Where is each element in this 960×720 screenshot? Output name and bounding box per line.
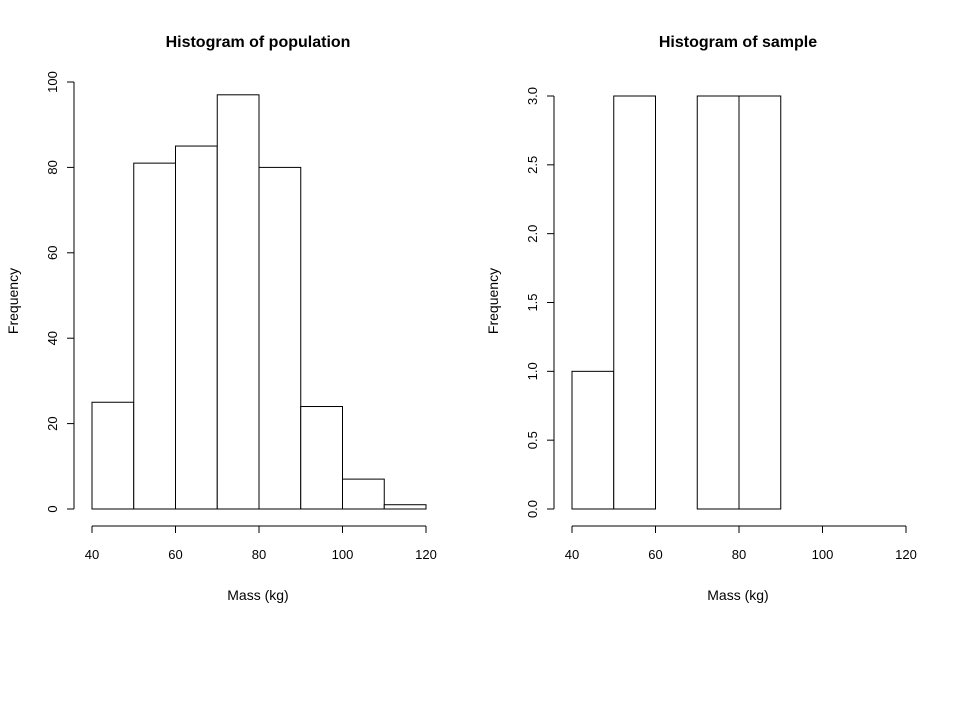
sample-y-tick-label-1: 0.5 [525,431,540,449]
sample-x-tick-label-60: 60 [648,547,662,562]
sample-x-tick-label-100: 100 [812,547,834,562]
population-y-axis-label: Frequency [5,268,21,334]
population-y-tick-label-1: 20 [45,416,60,430]
population-x-axis: 40 60 80 100 120 [85,525,437,562]
sample-bar-40-50 [571,370,615,510]
population-bar-60-70 [175,145,218,510]
population-x-tick-label-80: 80 [252,547,266,562]
population-bars [91,94,427,510]
population-bar-40-50 [91,401,135,510]
sample-bar-80-90 [738,95,782,510]
population-bar-50-60 [133,162,176,510]
population-x-axis-label: Mass (kg) [227,587,288,603]
population-y-tick-label-0: 0 [45,505,60,512]
sample-x-axis: 40 60 80 100 120 [565,525,917,562]
sample-y-tick-label-4: 2.0 [525,225,540,243]
sample-bar-70-80 [696,95,740,510]
population-bar-80-90 [258,166,302,510]
population-bar-110-120 [383,504,427,510]
sample-x-axis-label: Mass (kg) [707,587,768,603]
population-x-tick-label-120: 120 [415,547,437,562]
population-bar-90-100 [300,406,343,510]
sample-y-axis: 0.0 0.5 1.0 1.5 2.0 2.5 3.0 [525,87,555,518]
population-chart-title: Histogram of population [166,34,351,51]
population-y-tick-label-3: 60 [45,246,60,260]
population-histogram-panel: Histogram of population 40 60 80 100 120 0 20… [5,34,437,603]
sample-y-tick-label-3: 1.5 [525,293,540,311]
sample-y-tick-label-6: 3.0 [525,87,540,105]
population-bar-100-110 [342,478,385,510]
sample-x-tick-label-40: 40 [565,547,579,562]
sample-bar-50-60 [613,95,656,510]
sample-y-tick-label-2: 1.0 [525,362,540,380]
sample-x-tick-label-120: 120 [895,547,917,562]
sample-histogram-panel: Histogram of sample 40 60 80 100 120 0.0 0.5 1… [485,34,917,603]
sample-y-axis-label: Frequency [485,268,501,334]
population-x-tick-label-100: 100 [332,547,354,562]
sample-y-tick-label-5: 2.5 [525,156,540,174]
population-x-tick-label-40: 40 [85,547,99,562]
sample-x-tick-label-80: 80 [732,547,746,562]
population-y-tick-label-2: 40 [45,331,60,345]
population-x-tick-label-60: 60 [168,547,182,562]
population-y-tick-label-4: 80 [45,160,60,174]
population-y-axis: 0 20 40 60 80 100 [45,71,75,513]
sample-bars [571,95,782,510]
population-bar-70-80 [216,94,260,510]
sample-y-tick-label-0: 0.0 [525,500,540,518]
population-y-tick-label-5: 100 [45,71,60,93]
sample-chart-title: Histogram of sample [659,34,817,51]
